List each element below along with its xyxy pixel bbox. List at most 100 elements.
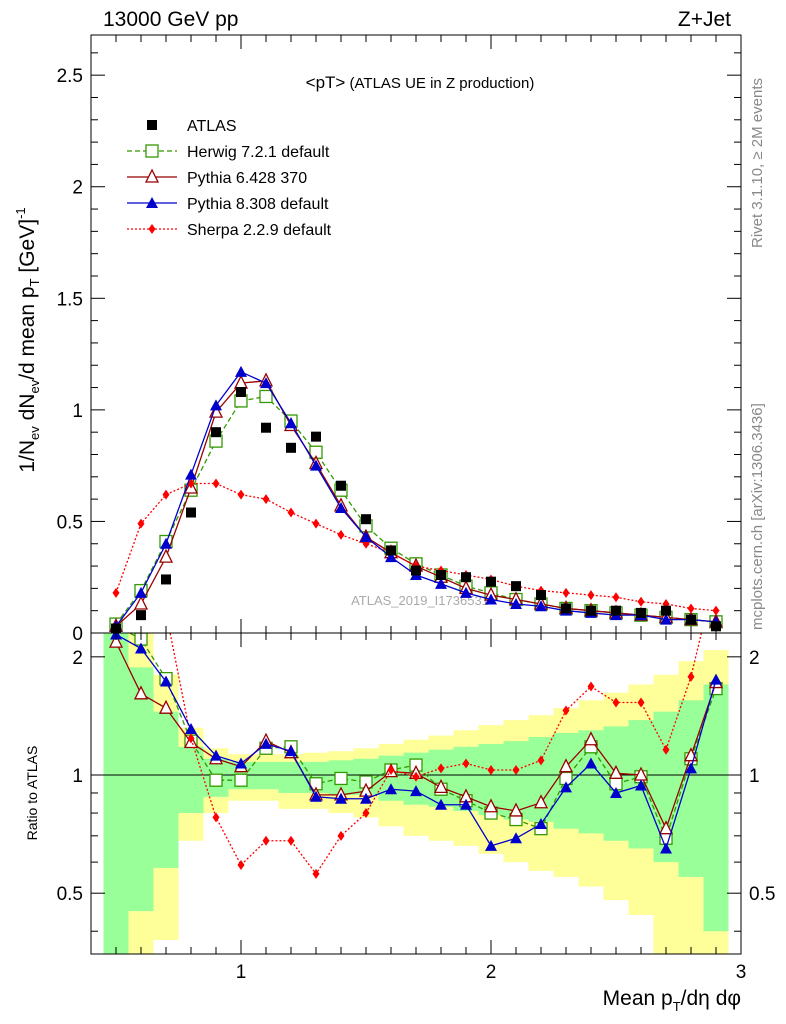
x-tick-label: 3	[736, 962, 747, 983]
ratio-point	[512, 764, 520, 775]
ratio-point	[485, 839, 497, 851]
legend-marker	[144, 168, 160, 183]
data-point	[661, 605, 671, 616]
ratio-point	[163, 607, 170, 617]
data-point	[461, 572, 471, 583]
ratio-point	[138, 462, 145, 472]
ratio-point	[337, 830, 345, 841]
mcplots-label: mcplots.cern.ch [arXiv:1306.3436]	[749, 403, 766, 630]
data-point	[485, 593, 497, 605]
data-point	[511, 581, 521, 592]
data-point	[687, 603, 695, 614]
data-point	[158, 548, 174, 563]
ratio-point	[437, 763, 445, 774]
data-point	[237, 489, 245, 500]
legend-label: Pythia 6.428 370	[187, 170, 307, 187]
y-axis-label: 1/Nev dNev/d mean pT [GeV]-1	[13, 207, 42, 472]
series-line	[115, 395, 717, 625]
data-point	[212, 478, 220, 489]
data-point	[335, 502, 347, 514]
data-point	[637, 596, 645, 607]
data-point	[336, 480, 346, 491]
ratio-plot-panel: 0.5 0.5 1 1 2 2 1 2 3	[57, 395, 775, 983]
data-point	[112, 587, 120, 598]
ratio-point	[410, 785, 422, 797]
ratio-point	[637, 697, 645, 708]
ratio-point	[234, 773, 248, 787]
ratio-series-4	[113, 395, 720, 879]
data-point	[262, 494, 270, 505]
series-3	[110, 365, 722, 632]
legend: ATLAS Herwig 7.2.1 default Pythia 6.428 37…	[127, 118, 332, 239]
ratio-point	[537, 755, 545, 766]
ratio-point	[262, 835, 270, 846]
y-label-sub: T	[27, 278, 42, 286]
data-point	[360, 531, 372, 543]
ratio-point	[608, 764, 624, 779]
data-point	[161, 574, 171, 585]
data-point	[210, 399, 222, 411]
y-label-part: /d mean p	[16, 286, 39, 379]
ratio-band-inner	[153, 711, 179, 868]
data-point	[611, 605, 621, 616]
ratio-point	[713, 566, 720, 576]
legend-entry: Sherpa 2.2.9 default	[127, 222, 332, 239]
ratio-series-layer	[108, 395, 724, 879]
ratio-point	[685, 762, 697, 774]
ratio-point	[508, 802, 524, 817]
ratio-point	[335, 792, 347, 804]
data-point	[135, 586, 147, 598]
ratio-y-tick-label-right: 2	[749, 648, 760, 669]
ratio-point	[610, 786, 622, 798]
data-point	[386, 545, 396, 556]
header-left: 13000 GeV pp	[103, 8, 238, 31]
y-tick-label: 0.5	[57, 512, 83, 533]
main-y-tick-labels: 0 0.5 1 1.5 2 2.5	[57, 66, 83, 645]
data-point	[562, 587, 570, 598]
data-point	[435, 577, 447, 589]
x-tick-labels: 1 2 3	[236, 962, 747, 983]
plot-title-sub: (ATLAS UE in Z production)	[345, 75, 534, 92]
ratio-band-inner	[703, 684, 729, 932]
analysis-watermark: ATLAS_2019_I1736531	[351, 593, 489, 608]
x-label-part: /dη dφ	[681, 987, 741, 1010]
data-point	[286, 442, 296, 453]
data-point	[235, 365, 247, 377]
data-point	[535, 600, 547, 612]
data-point	[712, 605, 720, 616]
data-point	[337, 529, 345, 540]
ratio-y-tick-label: 2	[72, 648, 83, 669]
ratio-point	[435, 798, 447, 810]
data-point	[133, 595, 149, 610]
data-point	[686, 614, 696, 625]
legend-label: Pythia 8.308 default	[187, 196, 329, 213]
ratio-point	[113, 395, 120, 405]
ratio-band-inner	[128, 667, 154, 912]
data-point	[660, 613, 672, 625]
ratio-point	[187, 733, 195, 744]
ratio-point	[108, 633, 124, 648]
legend-marker	[146, 197, 158, 208]
ratio-point	[209, 773, 223, 787]
ratio-point	[310, 790, 322, 802]
x-tick-label: 2	[486, 962, 497, 983]
ratio-point	[535, 818, 547, 830]
rivet-label: Rivet 3.1.10, ≥ 2M events	[749, 78, 766, 248]
y-label-sub: ev	[27, 379, 42, 393]
ratio-point	[412, 771, 420, 782]
ratio-point	[612, 697, 620, 708]
ratio-point	[312, 868, 320, 879]
ratio-point	[487, 764, 495, 775]
ratio-point	[658, 820, 674, 835]
x-axis-label: Mean pT/dη dφ	[603, 987, 741, 1014]
x-label-sub: T	[673, 999, 681, 1014]
ratio-band-inner	[103, 633, 129, 954]
data-point	[486, 576, 496, 587]
ratio-point	[212, 812, 220, 823]
data-point	[259, 389, 273, 404]
ratio-point	[237, 859, 245, 870]
ratio-point	[560, 781, 572, 793]
ratio-point	[287, 835, 295, 846]
ratio-point	[635, 779, 647, 791]
